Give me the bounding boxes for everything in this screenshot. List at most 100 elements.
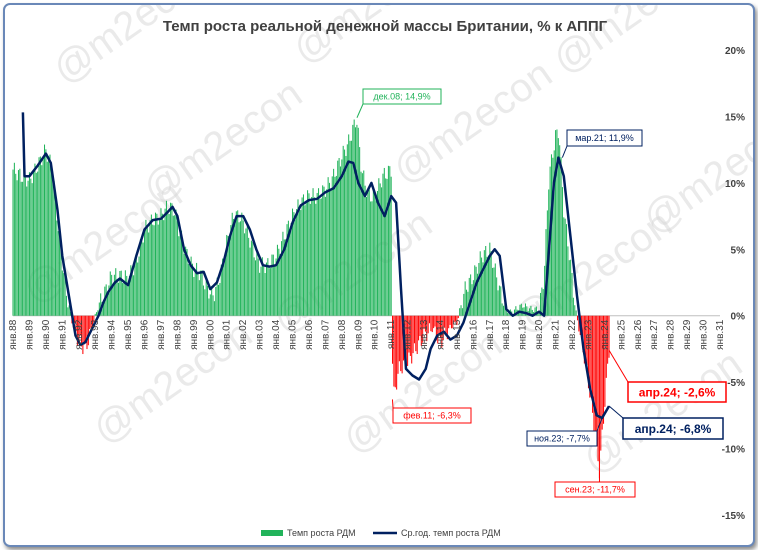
bar: [476, 273, 478, 316]
bar: [308, 193, 310, 316]
bar: [219, 282, 221, 316]
annotation-label: мар.21; 11,9%: [575, 133, 634, 143]
bar: [456, 315, 458, 326]
x-tick-label: янв.25: [616, 319, 627, 350]
bar: [64, 276, 66, 316]
bar: [545, 229, 547, 316]
bar: [45, 149, 47, 316]
bar: [319, 198, 321, 316]
chart-title: Темп роста реальной денежной массы Брита…: [163, 18, 608, 35]
x-tick-label: янв.06: [304, 319, 315, 350]
bar: [42, 157, 44, 316]
annotation-label: дек.08; 14,9%: [373, 92, 430, 102]
bar: [138, 256, 140, 316]
bar: [583, 315, 585, 364]
bar: [131, 272, 133, 316]
watermark-text: @m2econ: [385, 51, 560, 192]
bar: [333, 168, 335, 316]
bar: [422, 315, 424, 343]
bar: [418, 315, 420, 341]
bar: [594, 315, 596, 439]
x-tick-label: янв.00: [205, 319, 216, 350]
x-tick-label: янв.16: [468, 319, 479, 350]
bar: [279, 253, 281, 316]
bar: [164, 208, 166, 316]
bar: [220, 264, 222, 316]
bar: [531, 309, 533, 316]
bar: [407, 315, 409, 366]
annotation-box: [622, 417, 724, 440]
legend-label-bar: Темп роста РДМ: [287, 528, 356, 538]
bar: [513, 309, 515, 316]
bar: [16, 180, 18, 316]
bar: [265, 262, 267, 316]
bar: [286, 224, 288, 316]
bar: [49, 154, 51, 316]
avg-series-line: [21, 112, 611, 420]
bar: [190, 256, 192, 316]
bar: [559, 145, 561, 316]
bar: [478, 262, 480, 316]
bar: [207, 285, 209, 316]
x-tick-label: янв.22: [567, 319, 578, 350]
bar: [93, 315, 95, 323]
bar: [170, 202, 172, 316]
bar: [356, 124, 358, 316]
bar: [567, 246, 569, 316]
bar: [149, 220, 151, 316]
bar: [41, 165, 43, 316]
bar: [315, 203, 317, 316]
bar: [112, 283, 114, 316]
bar: [268, 268, 270, 316]
bar: [542, 289, 544, 316]
annotation-leader: [561, 145, 568, 158]
x-tick-label: янв.19: [518, 319, 529, 350]
bar: [535, 306, 537, 316]
bar: [607, 315, 609, 364]
bar: [46, 161, 48, 316]
bar: [301, 197, 303, 316]
bar: [87, 315, 89, 346]
bar: [383, 167, 385, 316]
bar: [387, 165, 389, 316]
bar: [331, 176, 333, 316]
chart-frame: @m2econ @m2econ @m2econ @m2econ @m2econ @m2ec…: [3, 3, 755, 547]
x-tick-label: янв.09: [353, 319, 364, 350]
bar: [224, 252, 226, 316]
bar: [160, 208, 162, 316]
x-tick-label: янв.97: [156, 319, 167, 350]
bar: [57, 231, 59, 316]
bar: [500, 286, 502, 316]
bar: [255, 260, 257, 316]
bar: [420, 315, 422, 346]
bar: [179, 233, 181, 316]
bar: [291, 208, 294, 316]
bar: [348, 134, 350, 316]
bar: [165, 200, 167, 316]
bar: [178, 236, 180, 316]
bar: [198, 280, 200, 316]
bar: [80, 315, 83, 347]
bar: [589, 315, 591, 398]
bar: [61, 270, 63, 316]
bar: [342, 145, 344, 316]
x-tick-label: янв.24: [600, 319, 611, 350]
bar: [128, 275, 130, 316]
bar: [586, 315, 588, 366]
bar: [79, 315, 81, 336]
bar: [65, 295, 67, 316]
bar: [409, 315, 411, 356]
x-tick-label: янв.17: [485, 319, 496, 350]
bar: [401, 315, 403, 374]
bar: [283, 239, 285, 316]
annotation-box: [392, 407, 472, 424]
x-tick-label: янв.20: [534, 319, 545, 350]
bar: [216, 277, 218, 316]
bar: [455, 315, 457, 322]
bar: [463, 293, 465, 316]
bar: [392, 315, 394, 364]
bar: [483, 250, 485, 316]
bar: [244, 233, 246, 316]
bar: [338, 158, 340, 316]
bar: [339, 166, 341, 316]
